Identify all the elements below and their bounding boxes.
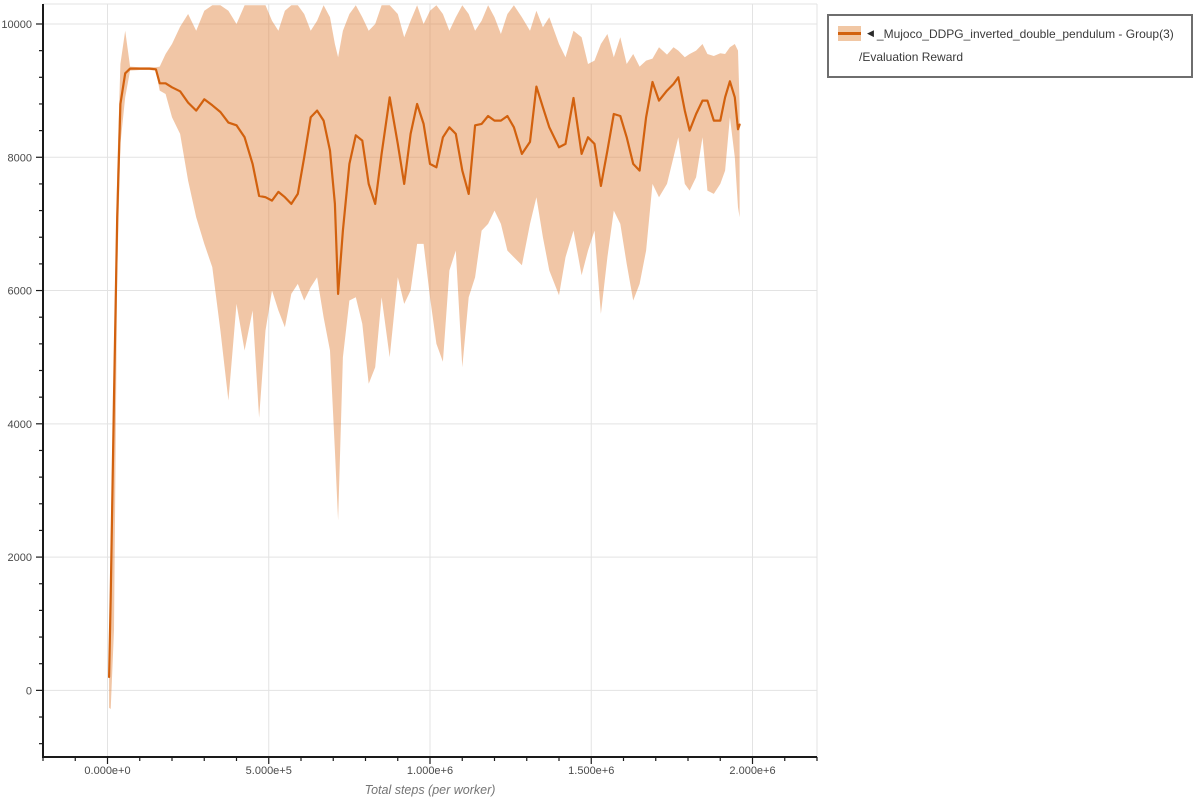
y-tick-label: 10000 <box>1 19 32 31</box>
legend-marker-icon: ◀ <box>867 28 874 38</box>
x-tick-label: 1.000e+6 <box>407 765 453 777</box>
x-tick-label: 5.000e+5 <box>246 765 292 777</box>
y-tick-label: 8000 <box>8 152 32 164</box>
y-tick-label: 2000 <box>8 552 32 564</box>
mean-reward-line <box>108 67 741 679</box>
x-tick-label: 1.500e+6 <box>568 765 614 777</box>
legend: ◀ _Mujoco_DDPG_inverted_double_pendulum … <box>827 14 1193 78</box>
x-tick-label: 0.000e+0 <box>84 765 130 777</box>
confidence-band <box>109 5 740 710</box>
legend-swatch-line <box>838 32 861 35</box>
gridlines <box>43 4 817 757</box>
legend-metric-label: /Evaluation Reward <box>859 50 964 64</box>
y-tick-label: 4000 <box>8 419 32 431</box>
y-tick-label: 0 <box>26 685 32 697</box>
ticks <box>36 23 818 764</box>
series-layer <box>108 5 741 710</box>
legend-swatch-icon <box>838 26 861 41</box>
legend-item[interactable]: ◀ _Mujoco_DDPG_inverted_double_pendulum … <box>838 26 1183 41</box>
x-tick-label: 2.000e+6 <box>729 765 775 777</box>
legend-series-label: _Mujoco_DDPG_inverted_double_pendulum - … <box>876 26 1174 41</box>
y-tick-label: 6000 <box>8 286 32 298</box>
tick-labels: 0 2000 4000 6000 8000 10000 0.000e+0 5.000e+5 1.… <box>1 19 775 777</box>
x-axis-title: Total steps (per worker) <box>365 783 496 797</box>
